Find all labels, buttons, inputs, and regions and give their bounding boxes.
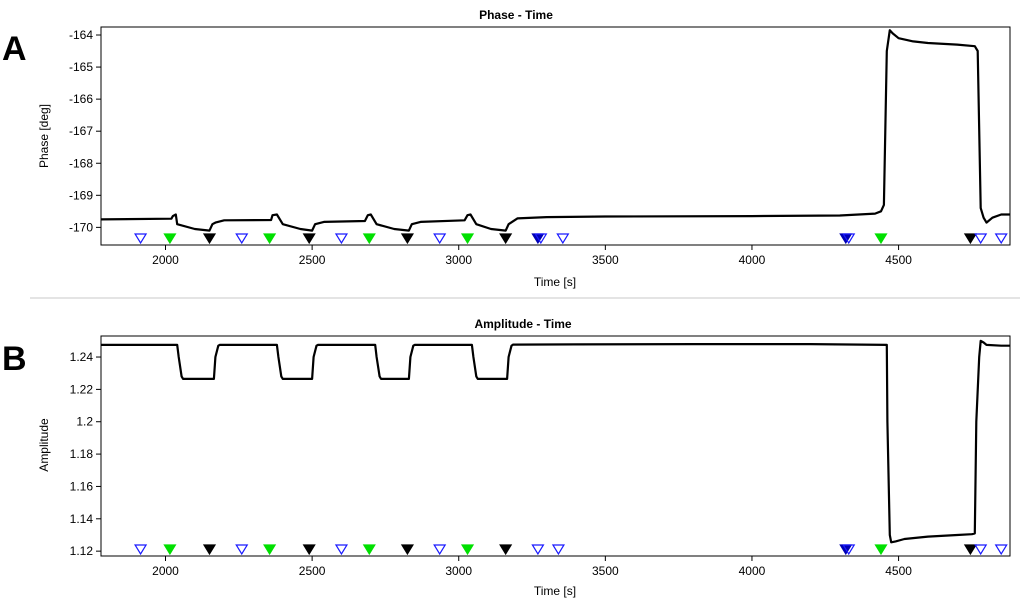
green-triangle-marker [263, 233, 277, 245]
panel-a: A Phase - Time -164-165-166-167-168-169-… [2, 8, 1011, 289]
panel-a-plot-area [100, 26, 1011, 246]
open-triangle-marker [551, 544, 566, 556]
green-triangle-marker [460, 233, 475, 245]
y-tick-label: 1.16 [70, 479, 94, 493]
x-tick-label: 2500 [299, 253, 326, 267]
panel-a-title: Phase - Time [479, 8, 553, 22]
open-triangle-marker [433, 544, 447, 556]
y-tick-label: -169 [69, 188, 93, 202]
green-triangle-marker [362, 233, 376, 245]
open-triangle-marker [974, 233, 988, 245]
black-triangle-marker [202, 233, 217, 245]
black-triangle-marker [963, 544, 977, 556]
series-line [101, 339, 1010, 544]
x-tick-label: 2000 [152, 253, 179, 267]
black-triangle-marker [202, 544, 217, 556]
open-triangle-marker [974, 544, 988, 556]
panel-b-y-axis: 1.24 1.22 1.2 1.18 1.16 1.14 1.12 [70, 350, 101, 558]
open-triangle-marker [531, 544, 545, 556]
panel-a-xlabel: Time [s] [534, 275, 576, 289]
black-triangle-marker [963, 233, 977, 245]
x-tick-label: 4000 [739, 253, 766, 267]
panel-b-plot-area [100, 335, 1011, 557]
panel-a-event-markers [134, 233, 1008, 245]
open-triangle-marker [994, 233, 1008, 245]
y-tick-label: -168 [69, 156, 93, 170]
panel-a-ylabel: Phase [deg] [37, 104, 51, 168]
black-triangle-marker [400, 544, 414, 556]
x-tick-label: 2500 [299, 564, 326, 578]
black-triangle-marker [302, 544, 316, 556]
x-tick-label: 3000 [445, 253, 472, 267]
panel-a-y-axis: -164 -165 -166 -167 -168 -169 -170 [69, 28, 101, 234]
panel-a-series [100, 29, 1010, 232]
open-triangle-marker [842, 233, 856, 245]
panel-b-x-axis: 2000 2500 3000 3500 4000 4500 [152, 556, 912, 578]
open-triangle-marker [556, 233, 570, 245]
green-triangle-marker [460, 544, 475, 556]
x-tick-label: 3000 [445, 564, 472, 578]
panel-a-letter: A [2, 30, 27, 68]
open-triangle-marker [235, 544, 249, 556]
open-triangle-marker [235, 233, 249, 245]
open-triangle-marker [433, 233, 447, 245]
y-tick-label: -164 [69, 28, 93, 42]
x-tick-label: 4000 [739, 564, 766, 578]
open-triangle-marker [134, 233, 148, 245]
series-line [100, 29, 1010, 232]
panel-b-title: Amplitude - Time [474, 317, 571, 331]
green-triangle-marker [874, 544, 888, 556]
y-tick-label: 1.14 [70, 512, 94, 526]
panel-b-series [101, 339, 1010, 544]
y-tick-label: 1.24 [70, 350, 94, 364]
x-tick-label: 4500 [885, 253, 912, 267]
panel-b-ylabel: Amplitude [37, 418, 51, 472]
y-tick-label: 1.22 [70, 382, 94, 396]
open-triangle-marker [842, 544, 856, 556]
x-tick-label: 4500 [885, 564, 912, 578]
y-tick-label: 1.18 [70, 447, 94, 461]
green-triangle-marker [163, 544, 177, 556]
open-triangle-marker [134, 544, 148, 556]
green-triangle-marker [874, 233, 888, 245]
green-triangle-marker [263, 544, 277, 556]
open-triangle-marker [534, 233, 548, 245]
panel-b-xlabel: Time [s] [534, 584, 576, 598]
open-triangle-marker [334, 544, 349, 556]
x-tick-label: 3500 [592, 253, 619, 267]
panel-b-letter: B [2, 340, 27, 378]
black-triangle-marker [302, 233, 316, 245]
panel-a-x-axis: 2000 2500 3000 3500 4000 4500 [152, 245, 912, 267]
x-tick-label: 3500 [592, 564, 619, 578]
black-triangle-marker [499, 544, 513, 556]
y-tick-label: -170 [69, 220, 93, 234]
black-triangle-marker [499, 233, 513, 245]
open-triangle-marker [334, 233, 349, 245]
y-tick-label: -166 [69, 92, 93, 106]
black-triangle-marker [400, 233, 414, 245]
y-tick-label: -165 [69, 60, 93, 74]
green-triangle-marker [362, 544, 376, 556]
open-triangle-marker [994, 544, 1008, 556]
y-tick-label: 1.2 [76, 415, 93, 429]
x-tick-label: 2000 [152, 564, 179, 578]
y-tick-label: -167 [69, 124, 93, 138]
panel-b-event-markers [134, 544, 1008, 556]
y-tick-label: 1.12 [70, 544, 94, 558]
green-triangle-marker [163, 233, 177, 245]
panel-b: B Amplitude - Time 1.241.221.21.181.161.… [2, 317, 1011, 598]
